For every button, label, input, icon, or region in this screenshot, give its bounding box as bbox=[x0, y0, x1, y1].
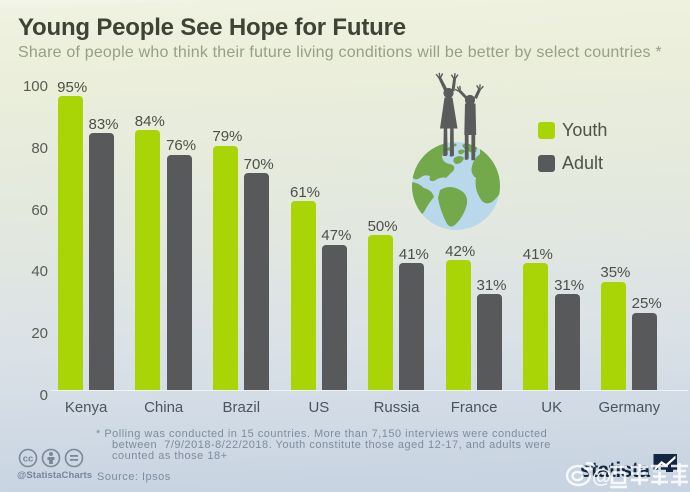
svg-text:cc: cc bbox=[23, 454, 34, 465]
svg-text:@: @ bbox=[592, 466, 612, 488]
